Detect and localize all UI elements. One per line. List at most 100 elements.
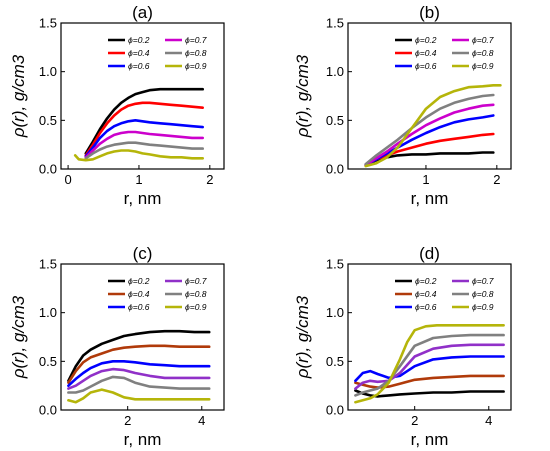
y-tick-label: 0.0: [39, 162, 57, 177]
series-line-5: [84, 141, 204, 160]
panel-title: (b): [419, 3, 440, 22]
x-axis-label: r, nm: [411, 189, 449, 208]
panel-c: (c)0.00.51.01.52 4r, nmρ(r), g/cm3ϕ=0.2ϕ=…: [9, 244, 225, 449]
legend-label: ϕ=0.4: [128, 289, 150, 299]
legend: ϕ=0.2 ϕ=0.4 ϕ=0.6 ϕ=0.7 ϕ=0.8 ϕ=0.9: [395, 35, 494, 71]
x-tick-label: 2: [124, 413, 131, 428]
series-group: [67, 329, 211, 404]
y-tick-label: 0.0: [326, 403, 344, 418]
series-line-5: [364, 93, 495, 166]
legend: ϕ=0.2 ϕ=0.4 ϕ=0.6 ϕ=0.7 ϕ=0.8 ϕ=0.9: [108, 276, 207, 312]
legend-label: ϕ=0.2: [415, 35, 437, 45]
legend-label: ϕ=0.7: [472, 35, 494, 45]
series-line-3: [364, 114, 495, 167]
series-group: [354, 324, 505, 404]
y-axis-label: ρ(r), g/cm3: [293, 54, 312, 138]
series-line-6: [73, 149, 204, 162]
y-tick-label: 1.5: [39, 16, 57, 31]
legend-label: ϕ=0.8: [472, 289, 494, 299]
series-line-6: [364, 84, 502, 168]
series-line-4: [67, 367, 211, 390]
legend-label: ϕ=0.6: [128, 302, 150, 312]
series-line-4: [84, 130, 204, 159]
plot-frame: [60, 22, 225, 170]
legend-label: ϕ=0.6: [415, 302, 437, 312]
series-line-2: [67, 344, 211, 384]
y-tick-label: 1.0: [39, 305, 57, 320]
panel-a: (a)0.00.51.01.50 1 2r, nmρ(r), g/cm3ϕ=0.2ϕ…: [9, 3, 225, 208]
series-line-6: [354, 324, 505, 404]
legend-label: ϕ=0.2: [128, 276, 150, 286]
series-line-3: [354, 355, 505, 383]
y-axis-label: ρ(r), g/cm3: [9, 54, 28, 138]
series-line-1: [354, 389, 505, 398]
x-tick-label: 2: [206, 172, 213, 187]
x-tick-label: 0: [64, 172, 71, 187]
legend-label: ϕ=0.4: [415, 289, 437, 299]
series-group: [364, 84, 502, 168]
panel-title: (d): [419, 244, 440, 263]
y-tick-label: 0.5: [326, 354, 344, 369]
x-tick-label: 4: [485, 413, 492, 428]
x-axis-label: r, nm: [411, 430, 449, 449]
y-tick-label: 1.5: [326, 257, 344, 272]
series-line-3: [84, 119, 204, 158]
x-axis-label: r, nm: [124, 189, 162, 208]
y-tick-label: 1.0: [326, 64, 344, 79]
y-tick-label: 0.5: [326, 113, 344, 128]
y-tick-label: 1.5: [326, 16, 344, 31]
legend-label: ϕ=0.7: [185, 276, 207, 286]
plot-frame: [60, 263, 225, 411]
series-line-5: [67, 375, 211, 394]
legend: ϕ=0.2 ϕ=0.4 ϕ=0.6 ϕ=0.7 ϕ=0.8 ϕ=0.9: [108, 35, 207, 71]
y-tick-label: 1.0: [326, 305, 344, 320]
x-tick-label: 4: [198, 413, 205, 428]
y-tick-label: 0.0: [326, 162, 344, 177]
legend-label: ϕ=0.9: [472, 61, 494, 71]
legend-label: ϕ=0.4: [415, 48, 437, 58]
legend-label: ϕ=0.4: [128, 48, 150, 58]
series-line-3: [67, 360, 211, 387]
y-tick-label: 0.0: [39, 403, 57, 418]
y-tick-label: 0.5: [39, 354, 57, 369]
legend-label: ϕ=0.8: [185, 48, 207, 58]
legend-label: ϕ=0.2: [128, 35, 150, 45]
series-line-2: [84, 101, 204, 157]
panel-title: (a): [132, 3, 153, 22]
x-axis-label: r, nm: [124, 430, 162, 449]
series-line-4: [354, 343, 505, 390]
legend-label: ϕ=0.2: [415, 276, 437, 286]
y-axis-label: ρ(r), g/cm3: [9, 295, 28, 379]
legend-label: ϕ=0.9: [185, 302, 207, 312]
x-tick-label: 1: [135, 172, 142, 187]
series-line-5: [354, 333, 505, 397]
series-line-6: [67, 388, 211, 404]
legend-label: ϕ=0.7: [472, 276, 494, 286]
legend: ϕ=0.2 ϕ=0.4 ϕ=0.6 ϕ=0.7 ϕ=0.8 ϕ=0.9: [395, 276, 494, 312]
legend-label: ϕ=0.9: [472, 302, 494, 312]
panel-b: (b)0.00.51.01.51 2r, nmρ(r), g/cm3ϕ=0.2ϕ=…: [293, 3, 512, 208]
x-tick-label: 1: [422, 172, 429, 187]
y-tick-label: 1.5: [39, 257, 57, 272]
legend-label: ϕ=0.8: [472, 48, 494, 58]
series-line-1: [67, 329, 211, 383]
plot-frame: [347, 263, 512, 411]
y-tick-label: 1.0: [39, 64, 57, 79]
plot-frame: [347, 22, 512, 170]
x-tick-label: 2: [411, 413, 418, 428]
x-tick-label: 2: [493, 172, 500, 187]
series-line-1: [84, 87, 204, 155]
y-tick-label: 0.5: [39, 113, 57, 128]
legend-label: ϕ=0.7: [185, 35, 207, 45]
y-axis-label: ρ(r), g/cm3: [293, 295, 312, 379]
legend-label: ϕ=0.6: [128, 61, 150, 71]
legend-label: ϕ=0.8: [185, 289, 207, 299]
series-line-2: [354, 374, 505, 389]
panel-d: (d)0.00.51.01.52 4r, nmρ(r), g/cm3ϕ=0.2ϕ=…: [293, 244, 512, 449]
legend-label: ϕ=0.6: [415, 61, 437, 71]
series-line-4: [364, 103, 495, 167]
series-group: [73, 87, 204, 162]
legend-label: ϕ=0.9: [185, 61, 207, 71]
panel-title: (c): [133, 244, 153, 263]
